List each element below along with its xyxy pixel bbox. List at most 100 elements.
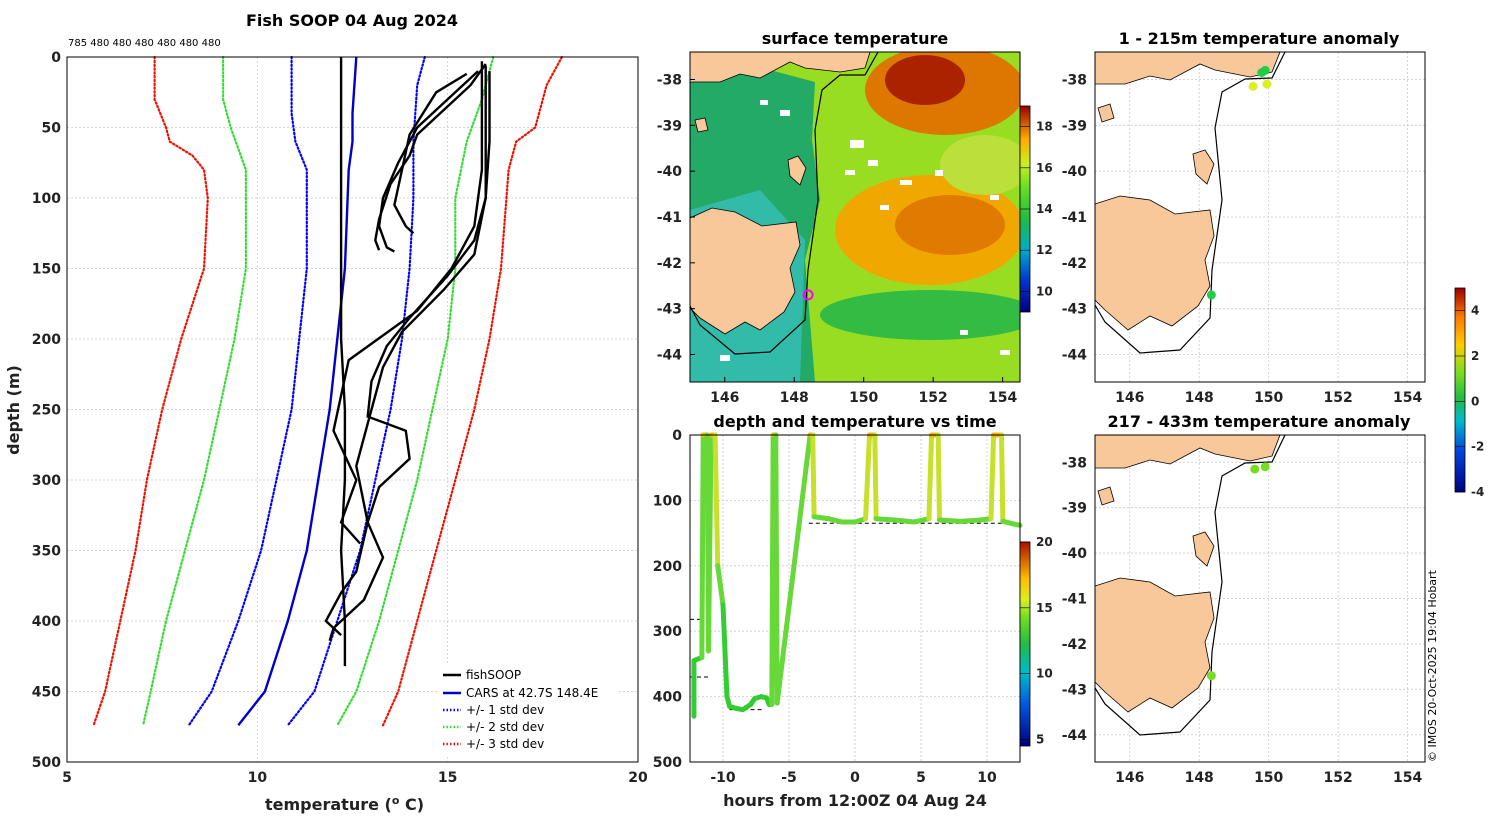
anomaly-colorbar-label: 4 [1471,304,1479,318]
sst-colorbar-ticks: 10 12 14 16 18 [1020,120,1053,298]
anomaly-point [1248,81,1258,91]
profile-top-counts: 785 480 480 480 480 480 480 [68,38,221,49]
a1-ytick-label: -38 [1062,73,1087,89]
fishsoop-profile-line [324,65,487,636]
a2-xtick-label: 152 [1324,770,1353,786]
sst-colorbar-label: 14 [1036,202,1053,216]
profile-grid [66,56,639,763]
anomaly-deep-points [1206,462,1270,681]
fishsoop-profile-line [377,70,479,253]
sst-title: surface temperature [762,29,949,48]
legend-label: +/- 3 std dev [466,737,544,751]
sst-xtick-label: 146 [710,390,739,406]
anomaly-point [1250,464,1260,474]
anomaly-shallow-points [1206,65,1272,300]
timeseries-track-segment [872,432,879,522]
sst-ytick-label: -44 [657,348,683,364]
timeseries-track-segment [988,432,997,522]
a2-ytick-label: -41 [1062,592,1087,608]
sst-xtick-label: 152 [919,390,948,406]
profile-axes-box [66,56,639,763]
profile-xtick-label: 15 [438,770,457,786]
profile-ytick-label: 450 [32,685,61,701]
timeseries-track-segment [774,432,813,706]
profile-xtick-label: 5 [62,770,72,786]
timeseries-xtick-label: 5 [916,770,926,786]
anomaly-shallow-title: 1 - 215m temperature anomaly [1119,29,1400,48]
a2-ytick-label: -43 [1062,682,1087,698]
profile-ytick-label: 200 [32,332,61,348]
sst-ytick-label: -41 [657,210,682,226]
a2-flinders-island [1192,531,1215,567]
profile-ytick-label: 300 [32,473,61,489]
a2-ytick-label: -39 [1062,501,1087,517]
anomaly-colorbar-ticks: 4 2 0 -2 -4 [1455,304,1484,499]
timeseries-track-segment [958,517,983,524]
timeseries-panel: depth and temperature vs time -10 -5 0 5 100… [653,412,1053,810]
profile-ytick-label: 0 [51,50,61,66]
sst-colorbar-label: 16 [1036,161,1053,175]
anomaly-shallow-ticks: 146 148 150 152 154 -38 -39 -40 -41 -42 -43 -44 [1062,73,1423,407]
anomaly-deep-axes-box [1094,434,1426,763]
sst-flinders-island [787,155,807,186]
profile-xtick-label: 10 [248,770,268,786]
sst-hot-north [885,55,965,105]
legend-label: fishSOOP [466,668,521,682]
timeseries-colorbar-ticks: 5 10 15 20 [1020,535,1053,746]
anomaly-point [1260,462,1270,472]
anomaly-deep-title: 217 - 433m temperature anomaly [1108,412,1411,431]
profile-series-line [381,55,564,727]
sst-mainland [690,52,871,83]
profile-ytick-label: 250 [32,403,61,419]
fishsoop-profile-line [332,61,484,545]
a2-ytick-label: -38 [1062,455,1087,471]
a1-ytick-label: -40 [1062,164,1088,180]
sst-ytick-label: -38 [657,73,682,89]
profile-series-line [336,55,495,727]
sst-tasmania [690,207,801,335]
a1-king-island [1097,103,1115,123]
a2-king-island [1097,486,1115,506]
sst-map [690,52,1020,382]
a1-ytick-label: -44 [1062,348,1088,364]
timeseries-track-segment [699,432,706,660]
sst-king-island [694,117,709,133]
anomaly-colorbar-label: -2 [1471,440,1484,454]
a1-flinders-island [1192,149,1215,185]
sst-location-marker [802,289,814,301]
timeseries-track-segment [863,432,873,522]
profile-lines [92,55,564,727]
sst-ytick-label: -39 [657,118,682,134]
a1-ytick-label: -39 [1062,118,1087,134]
a1-tasmania [1095,195,1215,331]
sst-panel: surface temperature [657,29,1053,406]
a2-ytick-label: -42 [1062,637,1087,653]
profile-ytick-label: 100 [32,191,61,207]
anomaly-point [1262,79,1272,89]
profile-ytick-label: 150 [32,262,61,278]
a2-tasmania [1095,577,1215,713]
timeseries-ytick-label: 0 [672,428,682,444]
timeseries-xtick-label: -5 [781,770,797,786]
timeseries-track-segment [999,432,1006,524]
sst-xtick-label: 148 [780,390,809,406]
anomaly-colorbar-label: 0 [1471,394,1479,408]
a1-xtick-label: 150 [1254,390,1283,406]
anomaly-colorbar-label: -4 [1471,485,1484,499]
profile-xlabel: temperature (o C) [265,794,424,814]
a2-xtick-label: 148 [1185,770,1214,786]
anomaly-point [1206,290,1216,300]
sst-colorbar-label: 12 [1036,243,1053,257]
sst-green-band [820,290,1020,340]
anomaly-colorbar-label: 2 [1471,349,1479,363]
timeseries-colorbar-label: 10 [1036,667,1053,681]
a2-xtick-label: 154 [1393,770,1422,786]
credit-text: © IMOS 20-Oct-2025 19:04 Hobart [1426,569,1439,762]
a1-xtick-label: 146 [1115,390,1144,406]
sst-shelf-contour [690,52,879,355]
profile-ytick-label: 500 [32,755,61,771]
timeseries-colorbar-label: 20 [1036,535,1053,549]
timeseries-xlabel: hours from 12:00Z 04 Aug 24 [723,791,987,810]
timeseries-xtick-label: -10 [710,770,736,786]
sst-ytick-label: -43 [657,302,682,318]
